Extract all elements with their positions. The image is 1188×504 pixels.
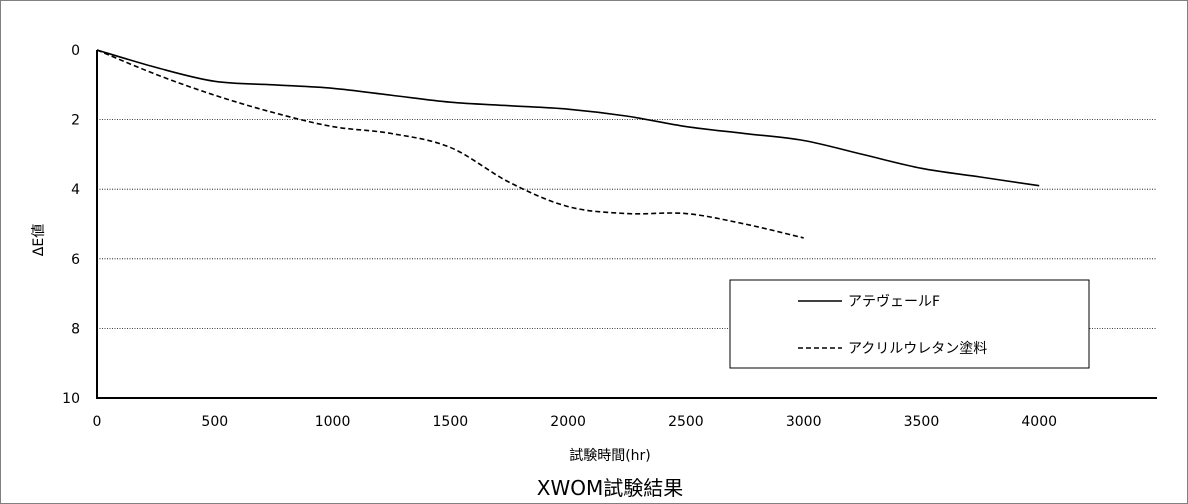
- x-tick-label: 2500: [668, 414, 704, 430]
- y-tick-label: 10: [62, 391, 80, 407]
- y-tick-label: 8: [71, 321, 80, 337]
- x-tick-labels: 0 500 1000 1500 2000 2500 3000 3500 4000: [93, 414, 1058, 430]
- y-tick-labels: 0 2 4 6 8 10: [62, 43, 80, 407]
- x-tick-label: 4000: [1021, 414, 1057, 430]
- legend: アテヴェールF アクリルウレタン塗料: [729, 279, 1090, 369]
- series-line-1: [96, 49, 804, 239]
- y-tick-label: 2: [71, 113, 80, 129]
- x-tick-label: 3500: [904, 414, 940, 430]
- y-tick-label: 0: [71, 43, 80, 59]
- legend-label-0: アテヴェールF: [848, 293, 940, 310]
- y-tick-label: 6: [71, 252, 80, 268]
- x-axis-label: 試験時間(hr): [569, 448, 651, 464]
- x-tick-label: 3000: [786, 414, 822, 430]
- series-lines: [96, 49, 1040, 239]
- legend-label-1: アクリルウレタン塗料: [848, 340, 987, 357]
- series-line-0: [96, 49, 1040, 187]
- y-tick-label: 4: [71, 182, 80, 198]
- x-tick-label: 0: [93, 414, 102, 430]
- legend-box: [729, 279, 1090, 369]
- chart-title: XWOM試験結果: [537, 476, 683, 500]
- x-tick-label: 1000: [315, 414, 351, 430]
- x-tick-label: 500: [201, 414, 228, 430]
- x-tick-label: 2000: [550, 414, 586, 430]
- y-axis-label: ΔE値: [31, 224, 47, 256]
- x-tick-label: 1500: [433, 414, 469, 430]
